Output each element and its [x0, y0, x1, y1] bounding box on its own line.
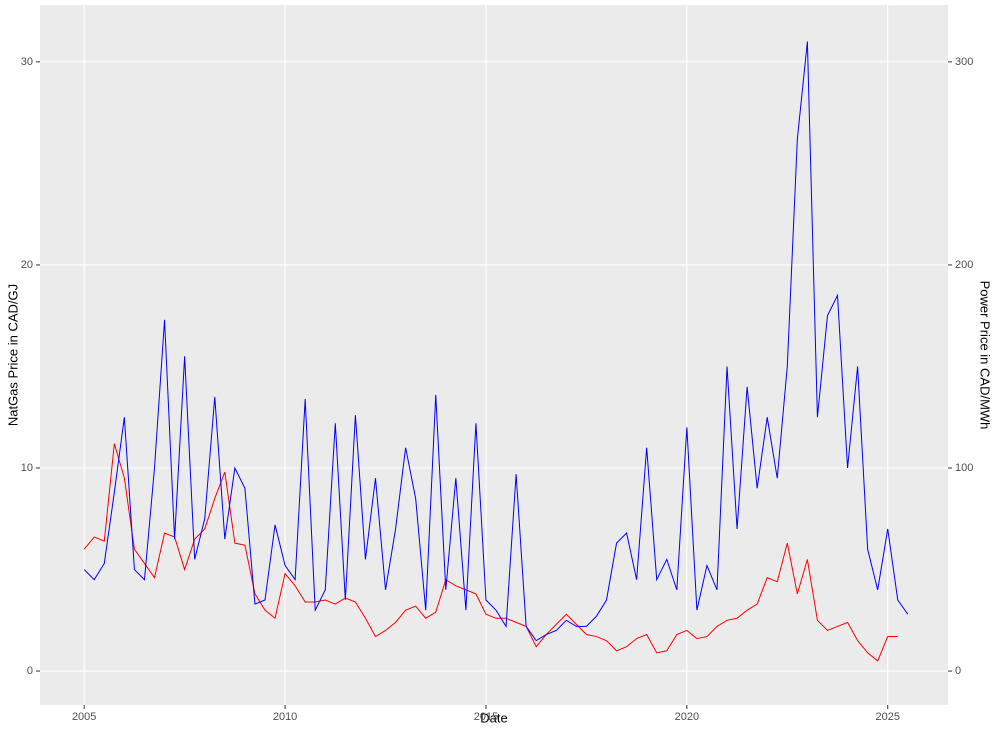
series-line [83, 41, 909, 642]
x-tick-label: 2025 [875, 711, 899, 723]
x-tick-label: 2005 [72, 711, 96, 723]
y-tick-label: 0 [27, 665, 33, 677]
y-axis-title: NatGas Price in CAD/GJ [5, 284, 20, 426]
series-line [83, 443, 898, 662]
x-tick-label: 2015 [474, 711, 498, 723]
y2-tick-label: 0 [955, 665, 961, 677]
y2-axis-title: Power Price in CAD/MWh [978, 281, 993, 430]
x-tick-label: 2020 [675, 711, 699, 723]
y2-tick-label: 200 [955, 259, 973, 271]
y-tick-label: 10 [21, 462, 33, 474]
y-tick-label: 20 [21, 259, 33, 271]
y2-tick-label: 300 [955, 56, 973, 68]
x-tick-label: 2010 [273, 711, 297, 723]
plot-panel [40, 5, 948, 705]
x-axis-title: Date [480, 710, 507, 725]
y-tick-label: 30 [21, 56, 33, 68]
y2-tick-label: 100 [955, 462, 973, 474]
